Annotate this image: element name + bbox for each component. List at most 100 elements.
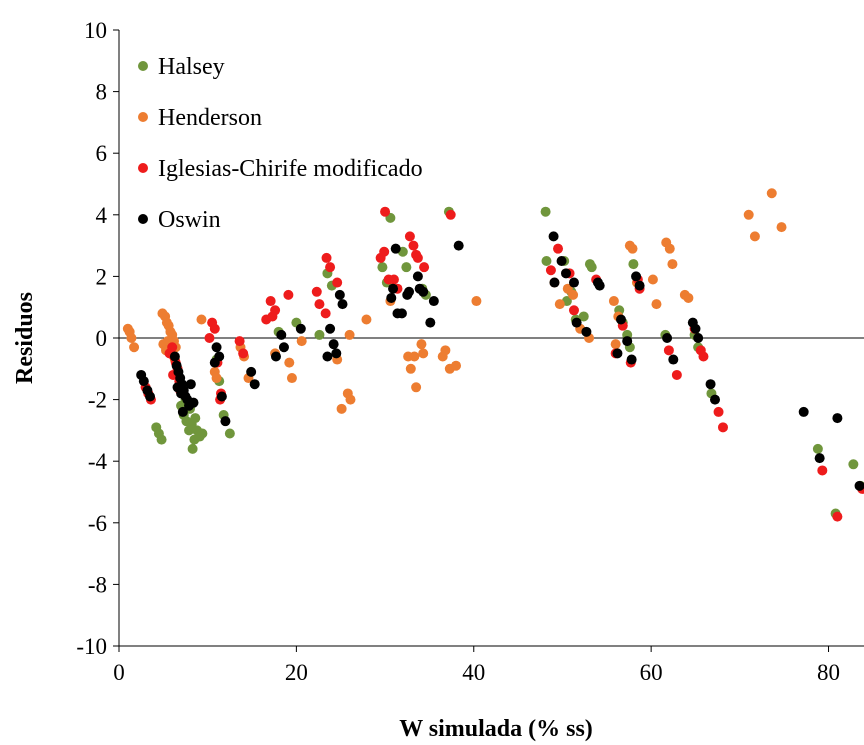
data-point bbox=[554, 299, 565, 310]
data-point bbox=[296, 336, 307, 347]
data-point bbox=[561, 268, 571, 279]
data-point bbox=[278, 342, 289, 353]
data-point bbox=[211, 373, 222, 384]
data-point bbox=[425, 317, 436, 328]
data-point bbox=[404, 231, 415, 242]
data-point bbox=[832, 413, 843, 424]
x-axis-title: W simulada (% ss) bbox=[399, 716, 593, 742]
data-point bbox=[541, 256, 552, 266]
data-point bbox=[418, 348, 429, 359]
y-tick-label: 10 bbox=[84, 18, 107, 43]
data-point bbox=[713, 406, 724, 417]
data-point bbox=[325, 323, 336, 334]
data-point bbox=[627, 243, 638, 254]
y-ticks: -10 -8 -6 -4 -2 0 2 4 6 8 10 bbox=[76, 18, 119, 659]
data-point bbox=[416, 339, 427, 350]
data-point bbox=[651, 299, 662, 310]
legend-label: Halsey bbox=[158, 54, 225, 80]
data-point bbox=[568, 305, 579, 316]
data-point bbox=[453, 240, 464, 251]
data-point bbox=[683, 292, 694, 303]
data-point bbox=[325, 262, 336, 273]
y-tick-label: -6 bbox=[88, 511, 107, 536]
data-point bbox=[440, 345, 451, 356]
data-point bbox=[286, 373, 297, 384]
data-point bbox=[401, 262, 412, 273]
data-point bbox=[549, 277, 560, 288]
data-point bbox=[314, 299, 325, 310]
x-tick-label: 20 bbox=[285, 660, 308, 685]
data-point bbox=[176, 388, 187, 399]
data-point bbox=[169, 351, 180, 362]
data-point bbox=[314, 329, 325, 340]
data-point bbox=[209, 323, 220, 334]
data-point bbox=[749, 231, 760, 242]
data-point bbox=[615, 314, 626, 325]
data-point bbox=[568, 277, 579, 288]
data-point bbox=[553, 243, 564, 254]
data-point bbox=[177, 406, 188, 417]
data-point bbox=[626, 354, 637, 365]
data-point bbox=[187, 443, 198, 454]
data-point bbox=[471, 296, 482, 307]
data-point bbox=[295, 323, 306, 334]
data-point bbox=[664, 243, 675, 254]
data-point bbox=[428, 296, 439, 307]
data-point bbox=[156, 434, 167, 445]
data-point bbox=[265, 296, 276, 307]
data-point bbox=[854, 480, 864, 491]
data-point bbox=[612, 348, 623, 359]
data-point bbox=[445, 209, 456, 220]
data-point bbox=[196, 314, 207, 325]
data-point bbox=[211, 342, 222, 353]
data-point bbox=[224, 428, 235, 439]
data-point bbox=[418, 286, 429, 297]
data-point bbox=[388, 274, 399, 285]
data-point bbox=[332, 277, 343, 288]
data-point bbox=[594, 280, 605, 291]
data-point bbox=[408, 240, 419, 251]
data-point bbox=[663, 345, 674, 356]
x-tick-label: 40 bbox=[462, 660, 485, 685]
data-point bbox=[776, 222, 787, 233]
data-point bbox=[743, 209, 754, 220]
data-point bbox=[270, 351, 281, 362]
data-point bbox=[249, 379, 260, 390]
data-point bbox=[812, 443, 823, 454]
x-tick-label: 0 bbox=[113, 660, 125, 685]
data-point bbox=[190, 413, 201, 424]
data-point bbox=[204, 333, 215, 343]
data-point bbox=[126, 333, 137, 343]
series-3 bbox=[140, 206, 864, 522]
y-tick-label: -8 bbox=[88, 572, 107, 597]
data-point bbox=[283, 289, 294, 300]
data-point bbox=[404, 286, 415, 297]
data-point bbox=[238, 348, 249, 359]
data-point bbox=[396, 308, 407, 319]
data-point bbox=[571, 317, 582, 328]
data-point bbox=[545, 265, 556, 276]
data-point bbox=[138, 376, 149, 387]
legend-marker bbox=[138, 163, 148, 173]
y-tick-label: 0 bbox=[96, 326, 108, 351]
data-point bbox=[412, 271, 423, 282]
data-point bbox=[246, 366, 257, 377]
data-point bbox=[451, 360, 462, 371]
data-point bbox=[334, 289, 345, 300]
data-point bbox=[717, 422, 728, 433]
data-point bbox=[390, 243, 401, 254]
y-tick-label: -4 bbox=[88, 449, 108, 474]
data-point bbox=[668, 354, 679, 365]
data-point bbox=[311, 286, 322, 297]
data-point bbox=[412, 252, 423, 263]
data-point bbox=[690, 323, 701, 334]
data-point bbox=[411, 382, 422, 393]
data-point bbox=[234, 336, 245, 347]
y-tick-label: -10 bbox=[76, 634, 107, 659]
data-point bbox=[419, 262, 430, 273]
data-point bbox=[270, 305, 281, 316]
data-point bbox=[386, 292, 397, 303]
legend-marker bbox=[138, 214, 148, 224]
legend-label: Iglesias-Chirife modificado bbox=[158, 156, 423, 182]
